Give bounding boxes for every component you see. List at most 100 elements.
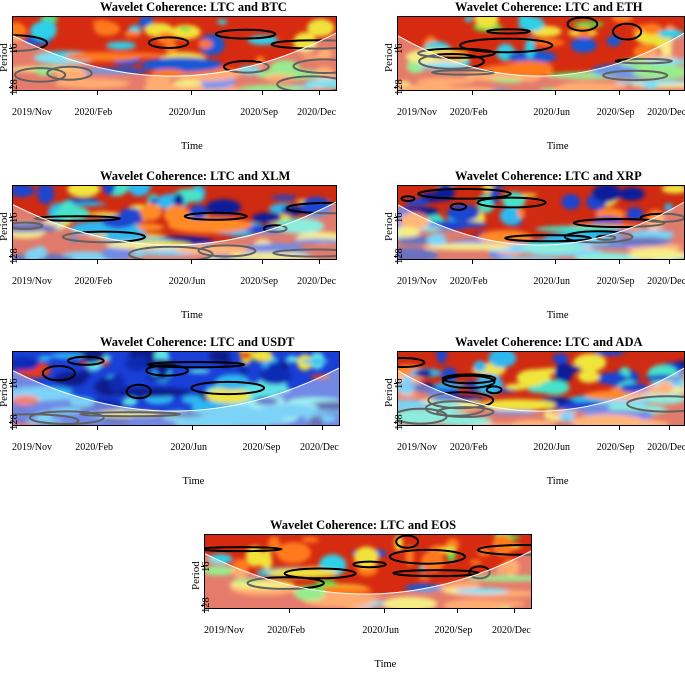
x-tick-label: 2020/Sep [596,107,635,118]
coherence-blob [473,360,487,372]
coherence-blob [173,79,202,87]
coherence-blob [238,84,303,90]
x-tick-mark [289,609,291,613]
coherence-blob [301,536,319,543]
coherence-blob [628,248,684,259]
significance-contour [285,201,336,215]
cone-of-influence [205,551,531,608]
coherence-blob [37,186,54,204]
significance-contours [205,535,531,590]
chart-title: Wavelet Coherence: LTC and BTC [100,0,287,14]
significance-contour [392,569,480,578]
heatmap-svg [398,186,684,259]
significance-contour [276,75,336,90]
coherence-blob [618,187,645,201]
significance-contour [564,230,634,244]
x-tick-label: 2020/Dec [647,276,685,287]
x-tick-label: 2019/Nov [397,276,437,287]
significance-contour [427,391,495,410]
cone-of-influence-edge [398,32,684,77]
significance-contour [183,211,248,221]
significance-contours [13,28,336,90]
x-axis-label: Time [181,141,203,152]
coherence-blob [612,17,633,23]
heatmap-plot [12,351,340,426]
coherence-blob [502,192,526,209]
coherence-blob [398,86,438,90]
coherence-blob [398,399,431,411]
coherence-blob [467,575,531,582]
coherence-blob [265,74,295,82]
significance-contours [417,17,673,82]
x-axis-label: Time [546,141,569,152]
coherence-blob [173,418,242,425]
coherence-blob [198,39,213,49]
y-tick-mark [9,422,12,424]
coherence-blob [79,370,91,378]
coherence-blob [171,24,201,40]
x-tick-label: 2020/Sep [242,442,281,453]
coherence-blob [571,414,646,425]
coherence-blob [487,410,538,415]
significance-contour [441,374,496,389]
x-tick-mark [190,91,192,95]
coherence-blob [436,352,447,364]
significance-contour [626,395,684,413]
coherence-blob [275,218,325,234]
heatmap-plot [12,185,337,260]
x-axis-label: Time [182,476,205,487]
coherence-panel-2: Wavelet Coherence: LTC and ETH Period 16 12… [345,0,685,165]
chart-title: Wavelet Coherence: LTC and ETH [455,0,643,14]
coherence-blob [642,23,663,35]
cone-of-influence [398,202,684,259]
x-tick-label: 2020/Feb [74,276,113,287]
coherence-blob [661,186,684,194]
coherence-blob [267,568,338,578]
y-tick-mark [201,565,204,567]
x-tick-mark [96,260,98,264]
coherence-blob [13,186,35,197]
coherence-blob [559,411,575,422]
significance-contours [13,201,336,259]
significance-contour [61,230,146,244]
heatmap-plot [397,351,685,426]
coherence-blob [189,204,207,220]
x-tick-label: 2020/Feb [449,107,488,118]
x-tick-label: 2019/Nov [12,442,52,453]
significance-contour [283,567,357,580]
coherence-blob [469,559,482,565]
x-tick-label: 2020/Sep [240,107,279,118]
heatmap-svg [398,17,684,90]
coherence-blob [180,26,191,31]
coherence-blob [424,243,512,251]
significance-contour [388,548,466,565]
coherence-blob [658,29,684,39]
coherence-blob [17,386,73,397]
significance-contour [459,37,554,54]
x-tick-label: 2020/Feb [74,107,113,118]
x-tick-label: 2020/Dec [297,107,337,118]
coherence-blob [307,18,335,37]
chart-title: Wavelet Coherence: LTC and ADA [455,335,643,349]
chart-title: Wavelet Coherence: LTC and USDT [100,335,295,349]
x-tick-label: 2020/Jun [533,107,571,118]
coherence-blob [205,199,241,216]
x-tick-label: 2020/Feb [75,442,114,453]
cone-of-influence [398,368,684,425]
significance-contour [66,355,105,366]
x-tick-mark [204,609,205,613]
coherence-blob [500,257,558,259]
coherence-blob [124,31,141,38]
coherence-blob [503,60,554,75]
coherence-blob [127,186,151,197]
coherence-blob [205,566,235,576]
coherence-blob [626,207,644,221]
coherence-blob [581,82,627,90]
x-tick-mark [397,91,398,95]
significance-contour [476,544,531,556]
x-tick-mark [319,91,321,95]
coherence-blob [291,238,336,244]
significance-contour [46,65,93,81]
significance-contour [13,221,44,230]
coherence-blob [276,542,311,564]
